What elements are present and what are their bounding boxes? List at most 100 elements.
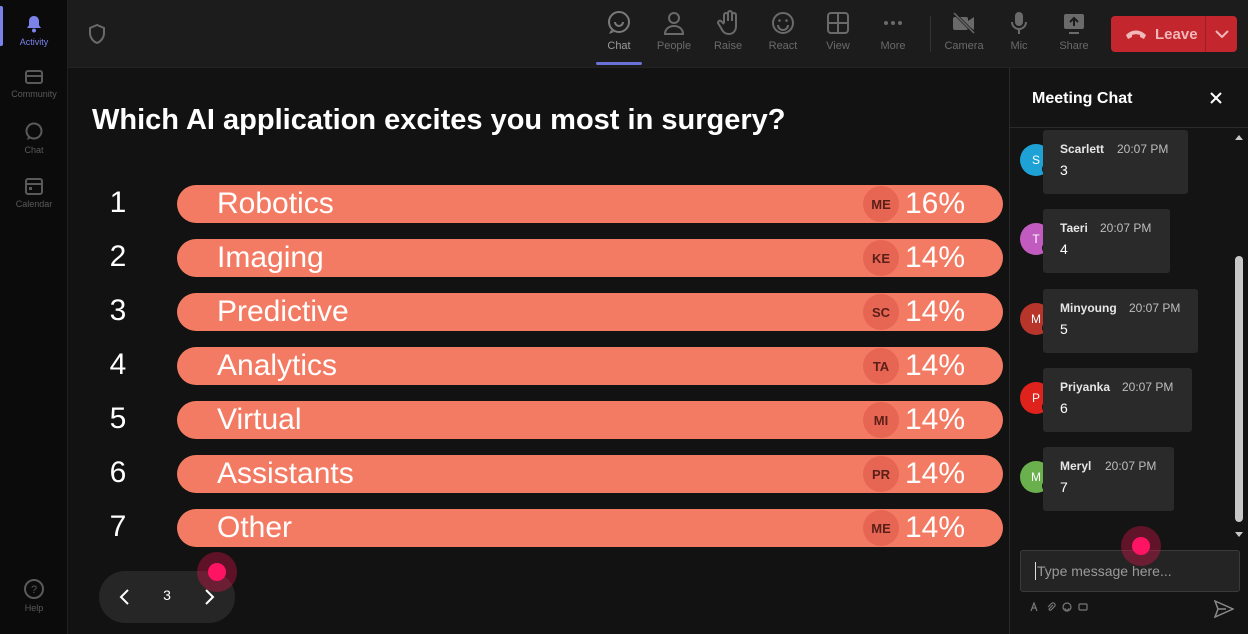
meeting-chat-panel: Meeting Chat S Scarlett 20:07 PM 3 T Taeri 20:… — [1009, 68, 1248, 634]
rail-item-help[interactable]: ? Help — [0, 578, 68, 613]
sender-name: Meryl — [1060, 459, 1092, 473]
laser-pointer — [1121, 526, 1161, 566]
scroll-up-icon[interactable] — [1235, 134, 1243, 142]
sender-name: Taeri — [1060, 221, 1088, 235]
option-number: 3 — [109, 294, 127, 327]
chat-icon — [608, 11, 630, 34]
svg-text:?: ? — [31, 584, 37, 596]
shield-icon[interactable] — [88, 24, 106, 44]
rail-item-community[interactable]: Community — [0, 68, 68, 99]
rail-label: Community — [11, 89, 57, 99]
toolbar-raise-button[interactable]: Raise — [704, 10, 752, 52]
rail-label: Activity — [19, 37, 49, 47]
attach-icon[interactable] — [1046, 602, 1056, 612]
rail-item-activity[interactable]: Activity — [0, 6, 68, 47]
toolbar-label: Share — [1059, 40, 1089, 52]
option-label: Imaging — [217, 241, 324, 274]
bell-icon — [27, 16, 41, 33]
chat-message[interactable]: Taeri 20:07 PM 4 — [1043, 209, 1170, 273]
toolbar-react-button[interactable]: React — [759, 10, 807, 52]
sender-name: Priyanka — [1060, 380, 1111, 394]
send-icon[interactable] — [1214, 600, 1234, 618]
chat-message[interactable]: Priyanka 20:07 PM 6 — [1043, 368, 1192, 432]
option-percent: 16% — [905, 187, 966, 220]
rail-item-chat[interactable]: Chat — [0, 122, 68, 155]
voter-avatar: KE — [863, 240, 899, 276]
rail-item-calendar[interactable]: Calendar — [0, 176, 68, 209]
option-number: 6 — [109, 456, 127, 489]
community-icon — [25, 70, 43, 84]
sender-name: Minyoung — [1060, 301, 1117, 315]
poll-question: Which AI application excites you most in… — [92, 104, 786, 136]
leave-divider — [1205, 16, 1206, 52]
close-icon[interactable] — [1208, 90, 1224, 106]
poll-option-bar[interactable]: Analytics TA 14% — [177, 347, 1003, 385]
smiley-icon — [772, 12, 794, 34]
message-timestamp: 20:07 PM — [1117, 142, 1169, 156]
voter-avatar: ME — [863, 510, 899, 546]
rail-label: Help — [24, 603, 44, 613]
toolbar-share-button[interactable]: Share — [1050, 10, 1098, 52]
option-percent: 14% — [905, 295, 966, 328]
camera-off-icon — [952, 11, 976, 35]
chevron-right-icon[interactable] — [199, 587, 219, 607]
poll-option-bar[interactable]: Virtual MI 14% — [177, 401, 1003, 439]
option-label: Other — [217, 511, 293, 544]
toolbar-chat-button[interactable]: Chat — [595, 10, 643, 65]
toolbar-label: Mic — [1010, 40, 1028, 52]
calendar-icon — [25, 178, 43, 195]
hang-up-icon — [1126, 30, 1146, 39]
option-label: Predictive — [217, 295, 349, 328]
format-icon[interactable] — [1030, 602, 1040, 612]
left-rail: Activity Community Chat Calendar ? Help — [0, 0, 68, 634]
poll-option-bar[interactable]: Robotics ME 16% — [177, 185, 1003, 223]
poll-option-bar[interactable]: Assistants PR 14% — [177, 455, 1003, 493]
toolbar-divider — [930, 16, 931, 52]
poll-option-bar[interactable]: Predictive SC 14% — [177, 293, 1003, 331]
option-percent: 14% — [905, 511, 966, 544]
leave-options-button[interactable] — [1206, 16, 1237, 52]
option-label: Analytics — [217, 349, 338, 382]
message-text: 7 — [1060, 479, 1068, 495]
chat-scrollbar[interactable] — [1233, 130, 1245, 542]
people-icon — [663, 12, 685, 35]
poll-stage: Which AI application excites you most in… — [68, 68, 1009, 634]
laser-pointer — [197, 552, 237, 592]
option-label: Robotics — [217, 187, 334, 220]
raise-hand-icon — [717, 10, 737, 36]
toolbar-label: Chat — [607, 40, 631, 52]
gif-icon[interactable] — [1078, 602, 1088, 612]
toolbar-more-button[interactable]: More — [869, 10, 917, 52]
toolbar-label: View — [826, 40, 850, 52]
chat-icon — [25, 122, 43, 140]
leave-main[interactable]: Leave — [1111, 16, 1205, 52]
leave-button[interactable]: Leave — [1111, 16, 1237, 52]
scroll-down-icon[interactable] — [1235, 530, 1243, 538]
chevron-left-icon[interactable] — [115, 587, 135, 607]
chat-message-input[interactable] — [1020, 550, 1240, 592]
option-percent: 14% — [905, 403, 966, 436]
scrollbar-thumb[interactable] — [1235, 256, 1243, 522]
option-label: Virtual — [217, 403, 302, 436]
chat-message[interactable]: Meryl 20:07 PM 7 — [1043, 447, 1174, 511]
toolbar-view-button[interactable]: View — [814, 10, 862, 52]
message-timestamp: 20:07 PM — [1122, 380, 1174, 394]
voter-avatar: MI — [863, 402, 899, 438]
chat-message[interactable]: Scarlett 20:07 PM 3 — [1043, 130, 1188, 194]
poll-option-bar[interactable]: Other ME 14% — [177, 509, 1003, 547]
toolbar-label: Camera — [944, 40, 984, 52]
chat-message[interactable]: Minyoung 20:07 PM 5 — [1043, 289, 1198, 353]
message-timestamp: 20:07 PM — [1100, 221, 1152, 235]
toolbar-label: Raise — [713, 40, 743, 52]
toolbar-camera-button[interactable]: Camera — [940, 10, 988, 52]
toolbar-people-button[interactable]: People — [650, 10, 698, 52]
message-text: 4 — [1060, 241, 1068, 257]
toolbar-mic-button[interactable]: Mic — [995, 10, 1043, 52]
option-number: 5 — [109, 402, 127, 435]
emoji-icon[interactable] — [1062, 602, 1072, 612]
rail-label: Chat — [24, 145, 44, 155]
option-percent: 14% — [905, 349, 966, 382]
toolbar-label: People — [656, 40, 692, 52]
poll-option-bar[interactable]: Imaging KE 14% — [177, 239, 1003, 277]
